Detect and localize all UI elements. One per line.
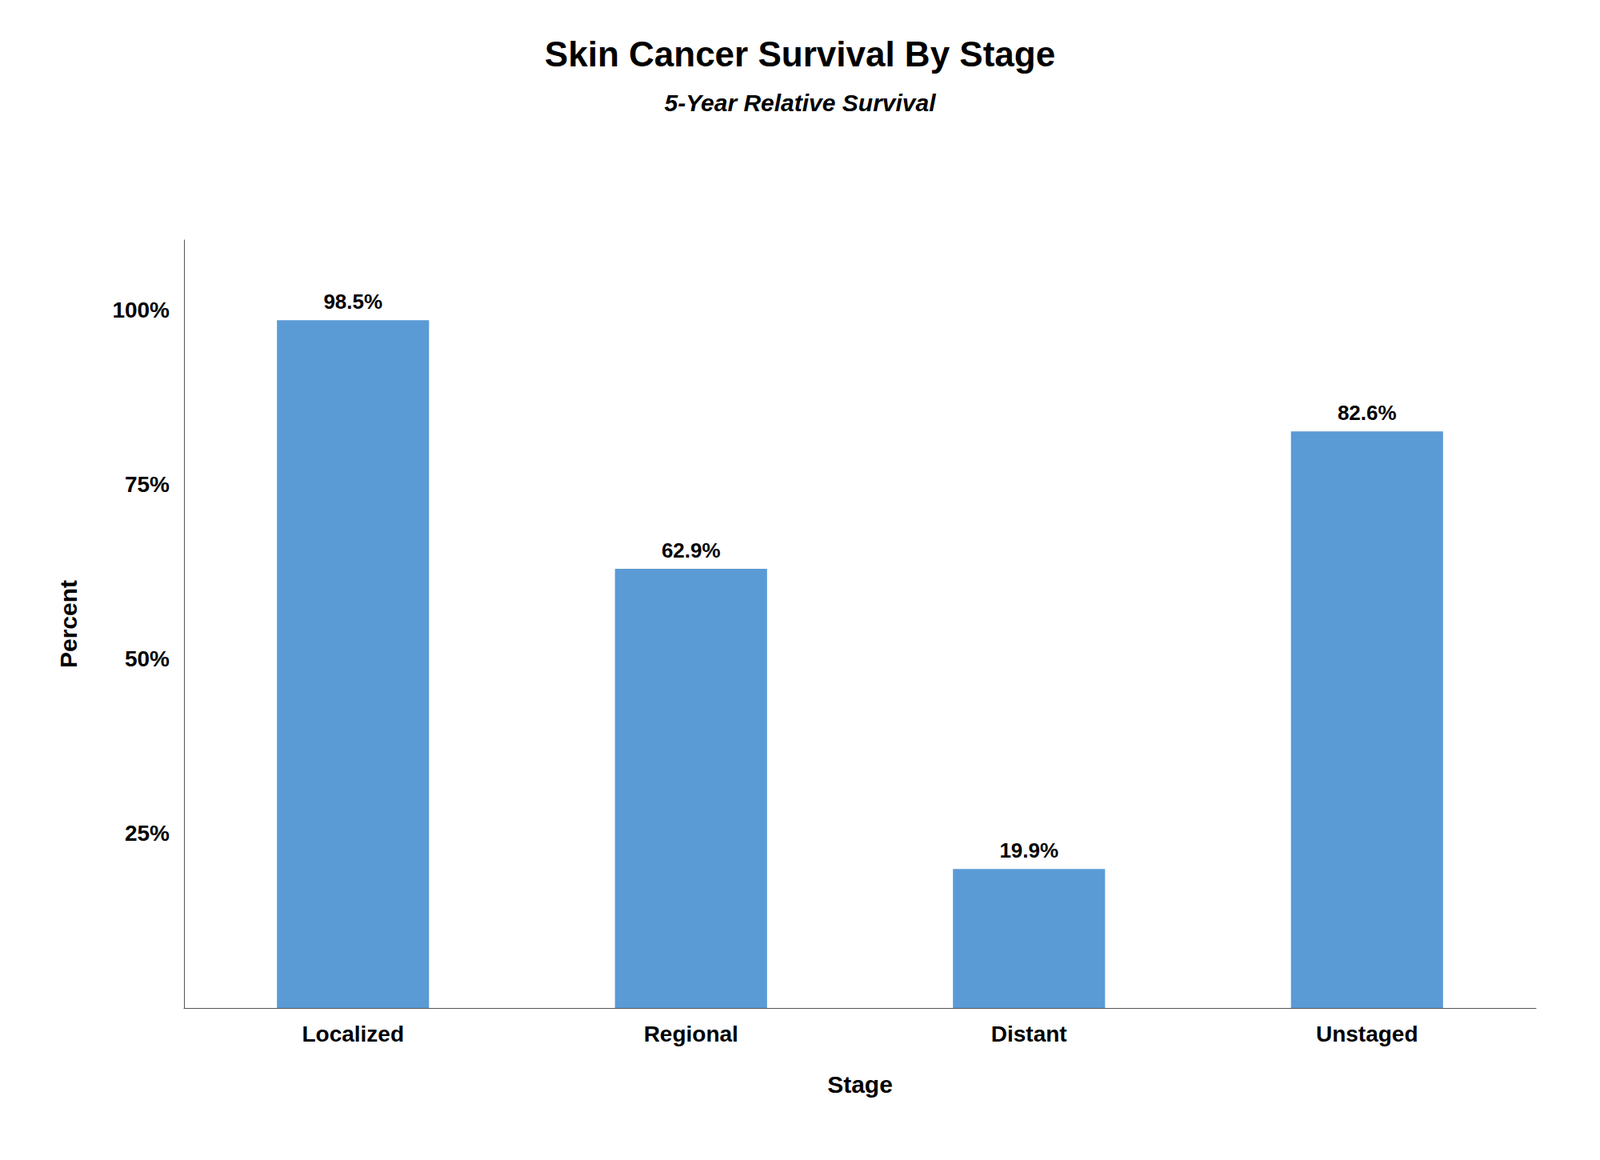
- svg-text:5-Year Relative Survival: 5-Year Relative Survival: [664, 89, 936, 116]
- svg-text:Unstaged: Unstaged: [1316, 1021, 1419, 1047]
- svg-text:62.9%: 62.9%: [661, 538, 721, 563]
- svg-text:19.9%: 19.9%: [999, 838, 1059, 863]
- svg-text:50%: 50%: [124, 646, 170, 672]
- svg-text:Distant: Distant: [991, 1021, 1068, 1047]
- svg-text:25%: 25%: [124, 820, 170, 846]
- svg-text:98.5%: 98.5%: [323, 289, 383, 314]
- svg-text:Stage: Stage: [827, 1071, 893, 1098]
- svg-text:Percent: Percent: [55, 580, 82, 668]
- svg-text:100%: 100%: [112, 297, 170, 323]
- svg-text:Localized: Localized: [301, 1021, 404, 1047]
- svg-text:Skin Cancer Survival By Stage: Skin Cancer Survival By Stage: [544, 34, 1056, 74]
- svg-text:82.6%: 82.6%: [1337, 400, 1397, 425]
- svg-text:Regional: Regional: [644, 1021, 739, 1047]
- svg-text:75%: 75%: [124, 472, 170, 497]
